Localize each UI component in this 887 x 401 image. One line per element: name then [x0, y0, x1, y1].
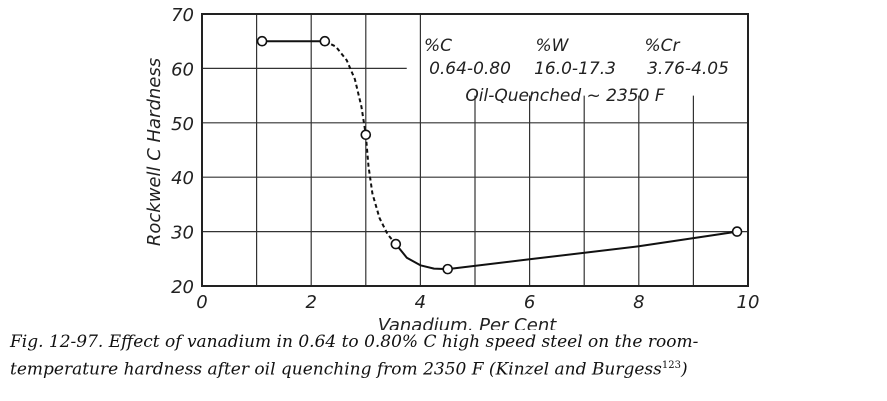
curve-dashed	[324, 40, 367, 135]
y-tick-label: 20	[171, 277, 194, 298]
data-point	[442, 263, 454, 275]
data-point	[360, 129, 372, 141]
data-points	[256, 35, 743, 275]
data-point	[256, 35, 268, 47]
data-point	[319, 35, 331, 47]
caption-line-2: temperature hardness after oil quenching…	[10, 354, 885, 382]
y-tick-label: 30	[171, 223, 194, 244]
data-point	[390, 238, 402, 250]
curves	[262, 40, 738, 271]
grid	[201, 13, 749, 287]
y-tick-label: 50	[171, 114, 194, 135]
caption-line-1: Fig. 12-97. Effect of vanadium in 0.64 t…	[10, 332, 699, 352]
x-tick-label: 2	[305, 292, 316, 313]
annotation-header-cr: %Cr	[644, 36, 680, 56]
annotation-value-c: 0.64-0.80	[429, 59, 511, 79]
y-tick-label: 70	[171, 5, 194, 26]
annotation-header-w: %W	[536, 36, 570, 56]
curve-solid	[395, 230, 738, 271]
tick-labels: 0 2 4 6 8 10 20 30 40 50 60 70	[171, 5, 759, 313]
caption-end: )	[680, 359, 688, 380]
x-tick-label: 6	[524, 292, 535, 313]
caption-reference: 123	[661, 360, 681, 371]
annotation-value-cr: 3.76-4.05	[647, 59, 729, 79]
x-tick-label: 4	[415, 292, 426, 313]
annotation: %C %W %Cr 0.64-0.80 16.0-17.3 3.76-4.05 …	[424, 36, 729, 106]
y-tick-label: 40	[171, 168, 194, 189]
caption-line-2-text: temperature hardness after oil quenching…	[10, 359, 662, 380]
x-axis-label: Vanadium, Per Cent	[378, 315, 558, 330]
y-axis-label: Rockwell C Hardness	[144, 58, 165, 246]
curve-dashed	[364, 134, 397, 245]
plot-frame	[201, 13, 749, 287]
figure-caption: Fig. 12-97. Effect of vanadium in 0.64 t…	[10, 331, 885, 382]
hardness-chart: 0 2 4 6 8 10 20 30 40 50 60 70 Vanadium, Per Cent R…	[144, 5, 759, 330]
x-tick-label: 10	[737, 292, 760, 313]
x-tick-label: 0	[196, 292, 207, 313]
annotation-value-w: 16.0-17.3	[534, 59, 616, 79]
data-point	[731, 226, 743, 237]
x-tick-label: 8	[633, 292, 644, 313]
y-tick-label: 60	[171, 59, 194, 80]
annotation-condition: Oil-Quenched ~ 2350 F	[465, 86, 664, 106]
annotation-header-c: %C	[424, 36, 452, 56]
